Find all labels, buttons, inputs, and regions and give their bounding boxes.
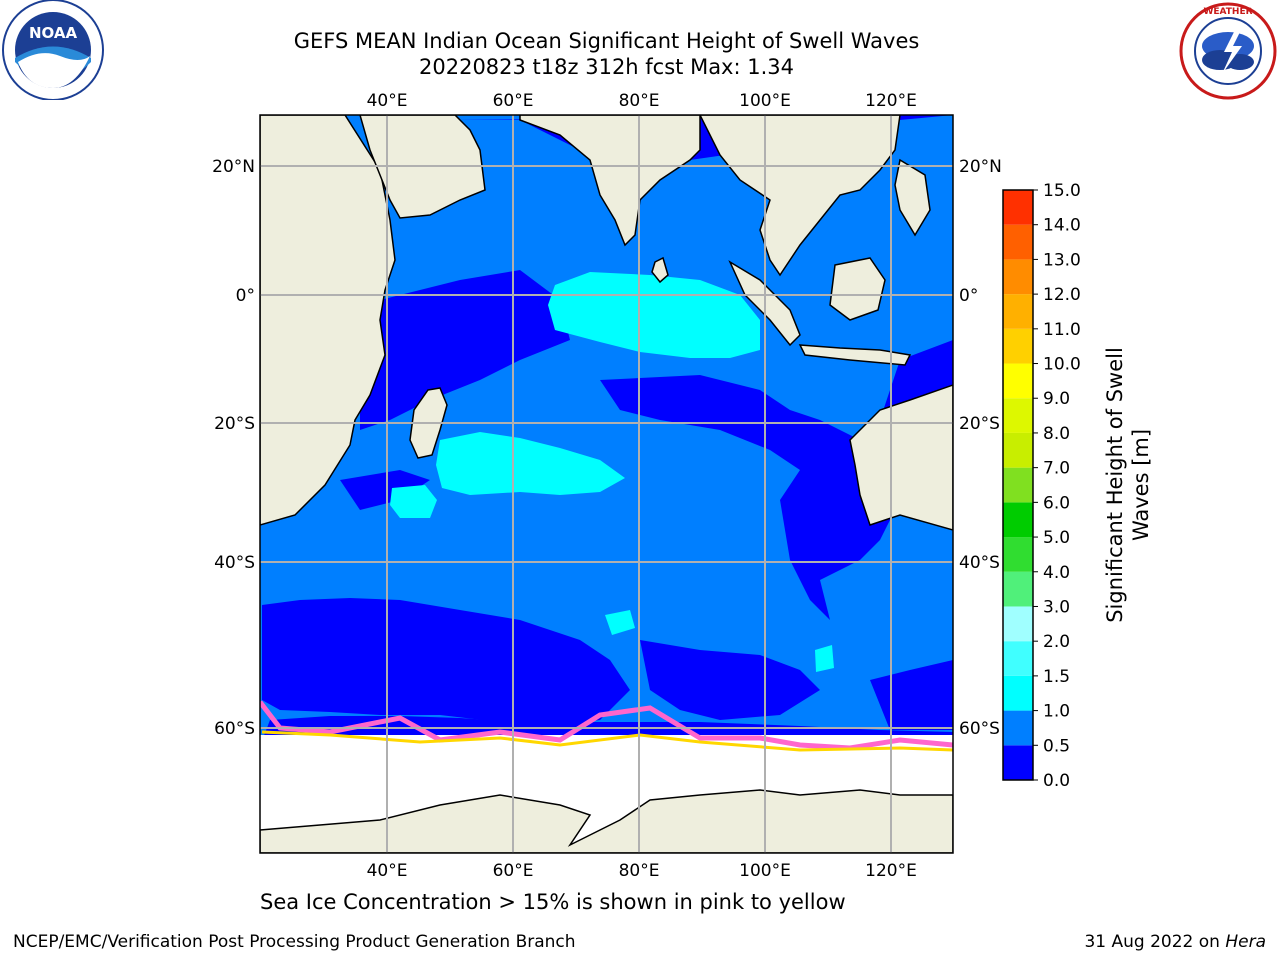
svg-text:NOAA: NOAA — [29, 24, 78, 42]
colorbar-tick-label: 1.5 — [1043, 667, 1070, 687]
colorbar-tick-label: 5.0 — [1043, 528, 1070, 548]
colorbar-tick-label: 3.0 — [1043, 597, 1070, 617]
map-frame — [259, 114, 954, 854]
colorbar-tick-label: 0.5 — [1043, 736, 1070, 756]
lat-tick-right: 20°N — [959, 157, 1002, 177]
lat-tick-right: 60°S — [959, 719, 1000, 739]
footer-machine: Hera — [1225, 932, 1266, 952]
lon-tick-top: 100°E — [739, 91, 791, 111]
svg-text:WEATHER: WEATHER — [1203, 7, 1252, 17]
colorbar-swatch — [1003, 363, 1033, 399]
colorbar-swatch — [1003, 224, 1033, 260]
colorbar-swatch — [1003, 294, 1033, 329]
lat-tick-left: 60°S — [214, 719, 255, 739]
lat-tick-left: 40°S — [214, 553, 255, 573]
colorbar-tick-label: 11.0 — [1043, 320, 1081, 340]
colorbar-tick-label: 7.0 — [1043, 459, 1070, 479]
lon-tick-top: 40°E — [367, 91, 408, 111]
colorbar-tick-label: 10.0 — [1043, 355, 1081, 375]
chart-subtitle: 20220823 t18z 312h fcst Max: 1.34 — [419, 55, 794, 79]
colorbar-swatch — [1003, 398, 1033, 433]
colorbar-swatch — [1003, 571, 1033, 607]
colorbar-tick-label: 8.0 — [1043, 424, 1070, 444]
footer-timestamp: 31 Aug 2022 on Hera — [1084, 932, 1266, 952]
colorbar: 0.0 0.5 1.0 1.5 2.0 3.0 4.0 5.0 6.0 7.0 8.0 9.0 10.0… — [1002, 181, 1081, 791]
colorbar-tick-label: 9.0 — [1043, 389, 1070, 409]
colorbar-tick-label: 2.0 — [1043, 632, 1070, 652]
map-grid — [260, 115, 953, 853]
colorbar-tick-label: 1.0 — [1043, 702, 1070, 722]
colorbar-tick-label: 13.0 — [1043, 250, 1081, 270]
lat-tick-left: 20°S — [214, 414, 255, 434]
lon-tick-top: 120°E — [865, 91, 917, 111]
sea-ice-note: Sea Ice Concentration > 15% is shown in … — [260, 890, 846, 914]
swell-mid-regions — [390, 272, 834, 672]
lat-tick-right: 20°S — [959, 414, 1000, 434]
colorbar-tick-label: 15.0 — [1043, 181, 1081, 201]
colorbar-swatch — [1003, 328, 1033, 364]
lon-tick-top: 80°E — [619, 91, 660, 111]
colorbar-swatch — [1003, 606, 1033, 642]
colorbar-swatch — [1003, 710, 1033, 746]
lon-tick-top: 60°E — [493, 91, 534, 111]
colorbar-swatch — [1003, 675, 1033, 711]
footer-date: 31 Aug 2022 on — [1084, 932, 1226, 952]
colorbar-swatch — [1003, 641, 1033, 676]
svg-text:Significant Height of Swell: Significant Height of Swell — [1103, 347, 1127, 623]
lat-tick-left: 20°N — [212, 157, 255, 177]
lon-tick-bottom: 40°E — [367, 861, 408, 881]
colorbar-swatch — [1003, 190, 1033, 225]
colorbar-tick-label: 4.0 — [1043, 563, 1070, 583]
lon-tick-bottom: 120°E — [865, 861, 917, 881]
nws-logo-icon: WEATHER — [1179, 2, 1277, 100]
colorbar-tick-label: 12.0 — [1043, 285, 1081, 305]
colorbar-frame — [1002, 189, 1034, 781]
colorbar-swatch — [1003, 502, 1033, 538]
lat-tick-right: 40°S — [959, 553, 1000, 573]
colorbar-swatch — [1003, 432, 1033, 468]
chart-title: GEFS MEAN Indian Ocean Significant Heigh… — [293, 29, 920, 53]
colorbar-swatch — [1003, 467, 1033, 503]
colorbar-swatch — [1003, 537, 1033, 572]
svg-text:Waves [m]: Waves [m] — [1129, 429, 1153, 541]
colorbar-swatch — [1003, 745, 1033, 780]
colorbar-tick-label: 14.0 — [1043, 216, 1081, 236]
noaa-logo-icon: NOAA — [2, 0, 104, 100]
lon-tick-bottom: 100°E — [739, 861, 791, 881]
colorbar-tick-label: 0.0 — [1043, 771, 1070, 791]
lat-tick-left: 0° — [236, 286, 255, 306]
colorbar-label: Significant Height of Swell Waves [m] — [1103, 347, 1153, 623]
lon-tick-bottom: 60°E — [493, 861, 534, 881]
lon-tick-bottom: 80°E — [619, 861, 660, 881]
lat-tick-right: 0° — [959, 286, 978, 306]
colorbar-swatch — [1003, 259, 1033, 295]
footer-credit: NCEP/EMC/Verification Post Processing Pr… — [13, 932, 576, 952]
colorbar-tick-label: 6.0 — [1043, 493, 1070, 513]
